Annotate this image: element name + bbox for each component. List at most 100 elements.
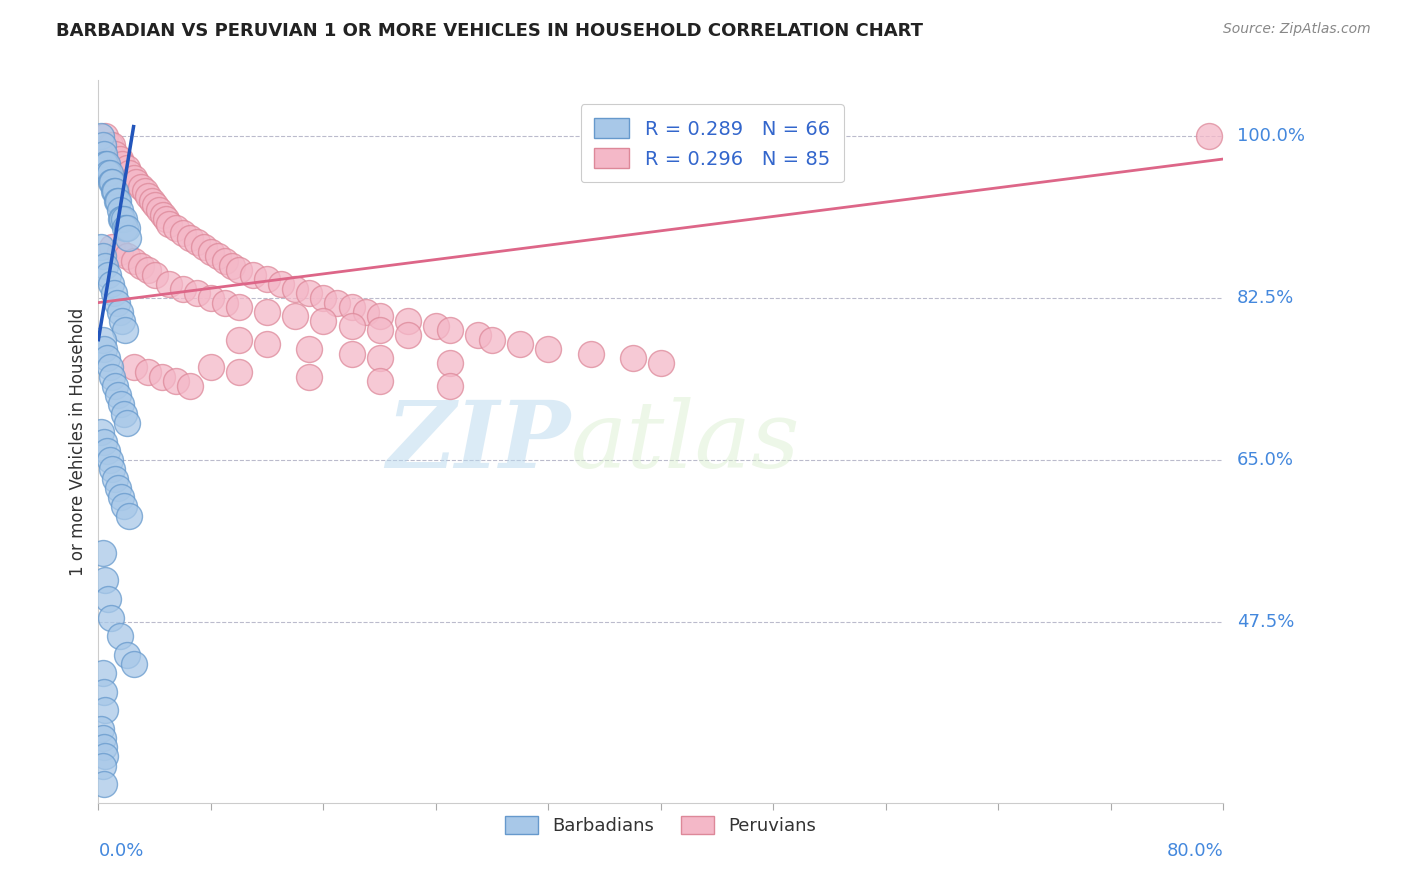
Point (207, 249, 229, 263)
Point (650, 356, 672, 370)
Point (91, 731, 114, 745)
Point (96, 443, 118, 458)
Point (91, 333, 114, 347)
Text: 47.5%: 47.5% (1237, 613, 1295, 632)
Point (91, 666, 114, 681)
Point (256, 272, 278, 286)
Point (104, 379, 127, 393)
Point (148, 202, 170, 217)
Point (112, 500, 135, 514)
Point (125, 175, 148, 189)
Point (115, 249, 138, 263)
Point (439, 323, 461, 337)
Point (103, 185, 125, 199)
Point (94, 574, 117, 588)
Point (117, 231, 139, 245)
Point (91, 758, 114, 772)
Text: Source: ZipAtlas.com: Source: ZipAtlas.com (1223, 22, 1371, 37)
Point (94, 156, 117, 170)
Point (91, 546, 114, 560)
Point (396, 314, 419, 328)
Point (179, 231, 201, 245)
Point (228, 300, 250, 314)
Point (136, 189, 159, 203)
Point (284, 310, 307, 324)
Point (93, 342, 115, 356)
Point (298, 369, 321, 384)
Point (98, 360, 121, 375)
Point (200, 360, 222, 375)
Point (93, 740, 115, 755)
Point (186, 235, 208, 250)
Point (108, 152, 131, 166)
Point (129, 259, 152, 273)
Text: 100.0%: 100.0% (1237, 127, 1305, 145)
Point (122, 254, 145, 268)
Point (111, 314, 134, 328)
Point (122, 360, 145, 375)
Point (214, 295, 236, 310)
Point (122, 657, 145, 671)
Point (312, 314, 335, 328)
Point (94, 749, 117, 764)
Point (425, 318, 447, 333)
Point (107, 194, 129, 208)
Point (93, 684, 115, 698)
Point (101, 175, 124, 189)
Text: 80.0%: 80.0% (1167, 842, 1223, 860)
Point (200, 244, 222, 259)
Point (97, 268, 120, 282)
Point (118, 508, 141, 523)
Point (134, 185, 156, 199)
Point (98, 453, 121, 467)
Point (172, 226, 194, 240)
Point (111, 212, 134, 227)
Point (221, 259, 243, 273)
Point (579, 346, 602, 360)
Point (155, 212, 177, 227)
Point (368, 375, 391, 389)
Point (110, 397, 132, 411)
Point (165, 221, 187, 235)
Point (105, 194, 128, 208)
Point (228, 333, 250, 347)
Point (396, 328, 419, 343)
Point (136, 263, 159, 277)
Point (107, 481, 129, 495)
Point (91, 249, 114, 263)
Point (186, 286, 208, 301)
Point (228, 263, 250, 277)
Point (101, 462, 124, 476)
Point (114, 323, 136, 337)
Point (97, 592, 120, 607)
Point (90, 722, 112, 736)
Point (326, 295, 349, 310)
Point (193, 240, 215, 254)
Point (467, 328, 489, 343)
Point (368, 310, 391, 324)
Point (179, 379, 201, 393)
Point (312, 291, 335, 305)
Point (200, 291, 222, 305)
Point (256, 337, 278, 351)
Point (91, 138, 114, 153)
Point (90, 425, 112, 440)
Point (98, 138, 121, 153)
Point (172, 282, 194, 296)
Point (270, 277, 292, 291)
Point (110, 212, 132, 227)
Point (165, 375, 187, 389)
Point (93, 147, 115, 161)
Point (284, 282, 307, 296)
Point (107, 388, 129, 402)
Point (100, 175, 122, 189)
Point (94, 703, 117, 717)
Point (143, 268, 166, 282)
Point (298, 342, 321, 356)
Point (150, 369, 173, 384)
Point (481, 333, 503, 347)
Point (439, 379, 461, 393)
Point (368, 351, 391, 366)
Point (214, 254, 236, 268)
Point (1198, 128, 1220, 143)
